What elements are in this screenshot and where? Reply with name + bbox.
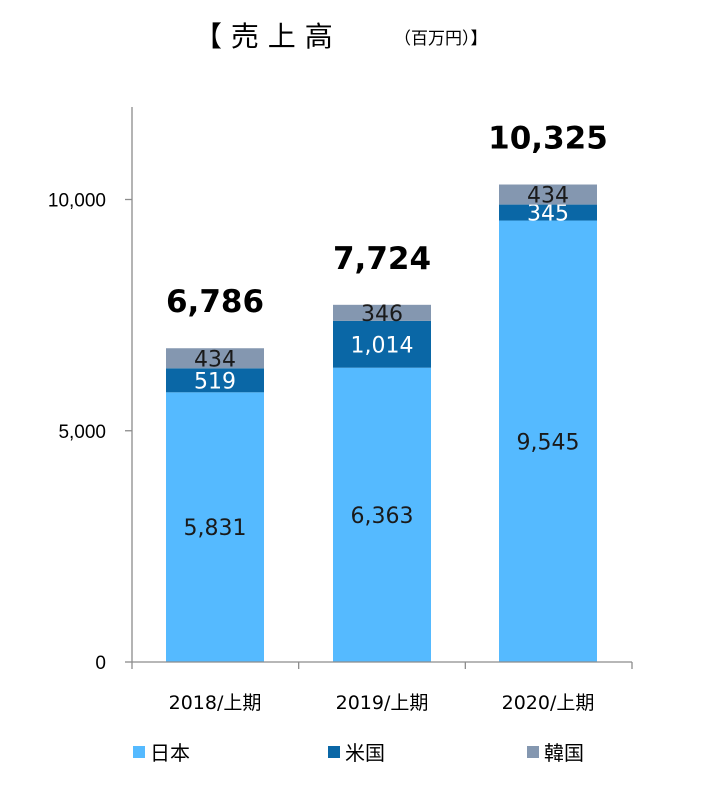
legend-item: 米国 [328,741,385,765]
bar-segment [166,392,264,662]
bar-total-label: 7,724 [333,241,431,277]
legend-label: 日本 [150,741,190,765]
legend-label: 韓国 [544,741,584,765]
x-category-label: 2018/上期 [169,692,262,714]
bar-segment-label: 5,831 [184,516,247,541]
bar-stack: 6,363 1,014 346 7,724 [333,241,431,662]
y-tick-label: 0 [95,653,106,674]
legend: 日本 米国 韓国 [133,741,584,765]
bar-series: 5,8315194346,7866,3631,0143467,7249,5453… [166,121,608,662]
bar-segment [499,204,597,221]
chart-title-main: 【 売 上 高 [194,20,333,53]
bar-total-label: 10,325 [488,121,608,157]
legend-label: 米国 [345,741,385,765]
bar-segment-label: 1,014 [351,333,414,358]
bar-segment [333,304,431,321]
chart-title: 【 売 上 高 （百万円）】 [194,20,488,53]
x-category-label: 2020/上期 [502,692,595,714]
legend-item: 韓国 [527,741,584,765]
y-tick-label: 5,000 [58,422,106,443]
bar-segment-label: 434 [527,184,569,209]
x-axis: 2018/上期 2019/上期 2020/上期 [131,661,633,714]
y-axis: 0 5,000 10,000 [48,107,133,674]
bar-segment-label: 6,363 [351,504,414,529]
bar-segment [166,368,264,393]
bar-segment-label: 346 [361,302,403,327]
bar-segment [333,367,431,662]
bar-segment-label: 434 [194,347,236,372]
legend-swatch [527,746,539,758]
y-tick-label: 10,000 [48,191,106,212]
bar-segment [166,348,264,369]
bar-segment [499,184,597,205]
bar-total-label: 6,786 [166,284,264,320]
legend-item: 日本 [133,741,190,765]
chart-title-unit: （百万円）】 [394,29,488,49]
legend-swatch [328,746,340,758]
bar-segment-label: 519 [194,369,236,394]
bar-segment [333,320,431,368]
bar-segment-label: 345 [527,202,569,227]
x-category-label: 2019/上期 [336,692,429,714]
bar-segment [499,220,597,662]
legend-swatch [133,746,145,758]
bar-segment-label: 9,545 [517,430,580,455]
